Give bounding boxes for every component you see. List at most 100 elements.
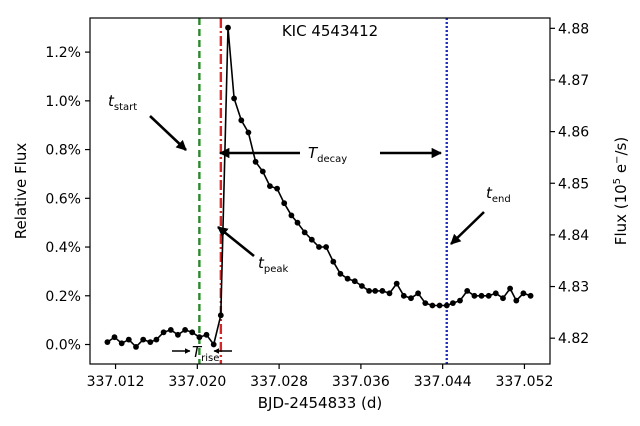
- y-tick-label: 0.6%: [45, 191, 81, 207]
- data-point: [457, 297, 463, 304]
- x-axis-label: BJD-2454833 (d): [258, 394, 382, 412]
- data-point: [359, 283, 365, 289]
- data-point: [133, 344, 139, 350]
- data-point: [225, 24, 231, 31]
- y-tick-label: 0.4%: [45, 240, 81, 256]
- data-point: [429, 302, 436, 309]
- data-point: [104, 339, 111, 345]
- data-point: [520, 290, 527, 297]
- t-rise-label: Trise: [192, 343, 219, 364]
- data-point: [400, 292, 407, 299]
- y-axis-right: 4.82 4.83 4.84 4.85 4.86 4.87 4.88: [550, 21, 589, 347]
- y-tick-label: 0.0%: [45, 338, 81, 354]
- data-point: [379, 288, 386, 294]
- y-tick-label: 0.2%: [45, 289, 81, 305]
- data-point: [323, 244, 329, 250]
- data-point: [351, 278, 358, 285]
- data-point: [527, 292, 534, 299]
- data-point: [500, 295, 506, 302]
- data-point: [450, 300, 456, 306]
- data-point: [274, 185, 280, 192]
- data-point: [288, 212, 295, 219]
- t-end-arrow: [450, 211, 485, 245]
- data-point: [217, 312, 224, 319]
- data-point: [436, 302, 443, 309]
- data-point: [210, 341, 217, 348]
- t-peak-label: tpeak: [258, 254, 289, 275]
- chart-title: KIC 4543412: [282, 22, 378, 40]
- event-marker-lines: [198, 18, 448, 364]
- data-point: [478, 292, 485, 299]
- x-tick-label: 337.012: [87, 374, 145, 390]
- data-point: [492, 290, 499, 297]
- data-point: [160, 329, 167, 336]
- data-point: [513, 297, 520, 304]
- x-tick-label: 337.044: [414, 374, 472, 390]
- data-point: [140, 336, 147, 343]
- data-point: [366, 288, 372, 294]
- data-point: [337, 270, 344, 277]
- data-point: [259, 168, 266, 175]
- data-point: [175, 331, 181, 338]
- t-decay-label: Tdecay: [308, 144, 347, 165]
- data-point: [330, 258, 337, 265]
- y-tick-label: 1.2%: [45, 45, 81, 61]
- y-right-tick-label: 4.84: [558, 228, 589, 244]
- y-axis-right-label: Flux (105 e−/s): [612, 137, 630, 245]
- data-point: [189, 329, 196, 336]
- series-line-0: [106, 27, 531, 349]
- data-point: [294, 219, 301, 226]
- data-point: [301, 229, 308, 236]
- data-point: [471, 292, 478, 299]
- y-axis-left: 0.0% 0.2% 0.4% 0.6% 0.8% 1.0% 1.2%: [45, 45, 90, 354]
- x-tick-label: 337.036: [332, 374, 390, 390]
- data-point: [422, 300, 429, 306]
- y-right-tick-label: 4.86: [558, 125, 589, 141]
- data-point: [147, 339, 154, 345]
- flux-series: [104, 24, 534, 350]
- data-point: [118, 340, 125, 347]
- data-point: [125, 336, 132, 343]
- data-point: [196, 334, 203, 341]
- y-right-tick-label: 4.87: [558, 73, 589, 89]
- plot-frame: [89, 17, 551, 365]
- data-point: [308, 236, 315, 243]
- data-point: [281, 200, 288, 207]
- x-tick-label: 337.028: [250, 374, 308, 390]
- data-point: [203, 331, 210, 338]
- data-point: [393, 280, 400, 287]
- y-axis-label: Relative Flux: [12, 143, 30, 240]
- y-tick-label: 1.0%: [45, 94, 81, 110]
- t-start-arrow: [149, 115, 187, 151]
- data-point: [372, 288, 379, 294]
- y-right-tick-label: 4.83: [558, 280, 589, 296]
- data-point: [252, 158, 259, 165]
- t-start-label: tstart: [108, 92, 137, 113]
- data-point: [408, 295, 414, 302]
- y-tick-label: 0.8%: [45, 143, 81, 159]
- x-axis: 337.012 337.020 337.028 337.036 337.044 337.0…: [87, 364, 553, 390]
- y-right-tick-label: 4.82: [558, 331, 589, 347]
- data-point: [316, 244, 322, 250]
- data-point: [182, 327, 189, 333]
- x-tick-label: 337.020: [168, 374, 226, 390]
- data-point: [386, 290, 393, 297]
- data-point: [267, 183, 273, 190]
- data-point: [464, 288, 471, 294]
- y-right-tick-label: 4.88: [558, 21, 589, 37]
- data-point: [344, 275, 351, 282]
- data-point: [507, 285, 513, 292]
- data-point: [238, 117, 245, 124]
- data-point: [167, 327, 174, 333]
- data-point: [443, 302, 450, 309]
- data-point: [153, 336, 160, 343]
- data-point: [245, 129, 252, 136]
- data-point: [485, 292, 492, 299]
- t-peak-arrow: [217, 225, 255, 258]
- y-right-tick-label: 4.85: [558, 176, 589, 192]
- data-point: [231, 95, 238, 102]
- data-point: [111, 334, 118, 341]
- x-tick-label: 337.052: [495, 374, 553, 390]
- t-end-label: tend: [486, 184, 511, 205]
